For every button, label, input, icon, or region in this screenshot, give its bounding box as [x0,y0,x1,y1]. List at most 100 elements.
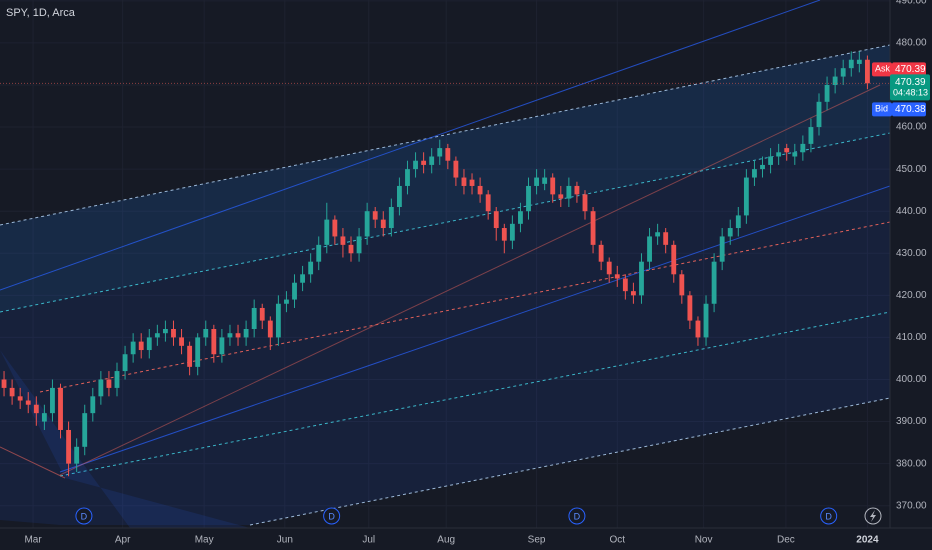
candle-body [413,160,418,170]
candle-body [735,215,741,229]
candle-body [50,387,55,414]
candle-body [388,206,394,229]
dividend-label: D [825,511,832,521]
candle-body [98,379,104,397]
channel-line [249,397,891,526]
x-tick-label: Apr [115,535,131,546]
candle-body [832,76,838,85]
candle-body [437,148,443,157]
candle-body [17,396,23,401]
x-tick-label: Jul [362,535,375,546]
x-tick-label: May [195,535,214,546]
candle-body [74,446,80,464]
candle-body [122,354,128,372]
candle-body [243,329,249,338]
candle-body [292,282,297,300]
candle-body [453,160,459,178]
candle-body [219,337,225,355]
candle-body [1,379,7,388]
x-tick-label: Nov [695,535,713,546]
candle-body [614,274,620,279]
dividend-marker [820,507,838,525]
candle-body [429,156,435,165]
x-tick-label: Jun [277,535,293,546]
candle-body [550,177,556,195]
candle-body [162,329,168,334]
y-tick-label: 420.00 [896,290,927,301]
candle-body [461,177,467,186]
ask-label: Ask [875,64,891,74]
channel-fill [0,45,890,312]
candle-body [211,329,217,355]
y-tick-label: 410.00 [896,332,927,343]
candles [1,51,870,477]
x-tick-label: Mar [24,535,42,546]
candle-body [752,169,757,178]
candle-body [622,278,628,292]
y-tick-label: 390.00 [896,416,927,427]
y-tick-label: 450.00 [896,164,927,175]
candle-body [259,307,265,321]
grid [0,0,890,528]
candle-body [9,387,15,397]
candle-body [695,320,701,338]
candle-body [146,337,152,351]
candle-body [114,371,120,388]
channel-fill [0,45,890,525]
candle-body [66,429,72,464]
dividend-marker [75,507,93,525]
x-tick-label: 2024 [856,535,879,546]
candle-body [179,337,184,346]
bid-label: Bid [875,104,888,114]
candle-body [235,333,241,338]
candle-body [768,156,774,165]
candle-body [687,295,693,321]
candle-body [332,219,338,237]
candle-body [477,185,483,195]
candle-body [864,59,870,84]
candle-body [25,400,31,405]
countdown: 04:48:13 [893,88,928,98]
candle-body [82,413,88,447]
candle-body [808,127,814,144]
y-tick-label: 460.00 [896,122,927,133]
y-tick-label: 370.00 [896,500,927,511]
candle-body [501,228,507,241]
candle-body [760,164,765,170]
candle-body [348,244,354,254]
candle-body [647,236,652,262]
candle-body [469,179,475,186]
candle-body [784,148,790,153]
candle-body [655,232,661,237]
candle-body [509,223,515,241]
candle-body [251,307,257,330]
candle-body [316,244,322,262]
channel-line [0,446,66,479]
dividend-marker [568,507,586,525]
channel-drawing [0,0,891,528]
flash-icon[interactable] [864,507,882,525]
y-tick-label: 490.00 [896,0,927,6]
candle-body [800,143,806,153]
candle-body [590,211,596,245]
candle-body [284,299,289,304]
candle-body [445,148,451,161]
candle-body [840,68,846,77]
candle-body [598,244,604,262]
candle-body [703,303,709,338]
candle-body [606,261,612,275]
y-tick-label: 430.00 [896,248,927,259]
y-tick-label: 400.00 [896,374,927,385]
y-tick-label: 480.00 [896,38,927,49]
candle-body [776,152,782,157]
candle-body [848,59,854,69]
candle-body [138,341,144,351]
candle-body [340,236,346,245]
last-price: 470.39 [895,77,926,88]
candle-body [33,404,39,414]
y-tick-label: 380.00 [896,458,927,469]
bid-value-box [892,102,926,117]
dividend-label: D [328,511,335,521]
candle-body [824,84,830,102]
